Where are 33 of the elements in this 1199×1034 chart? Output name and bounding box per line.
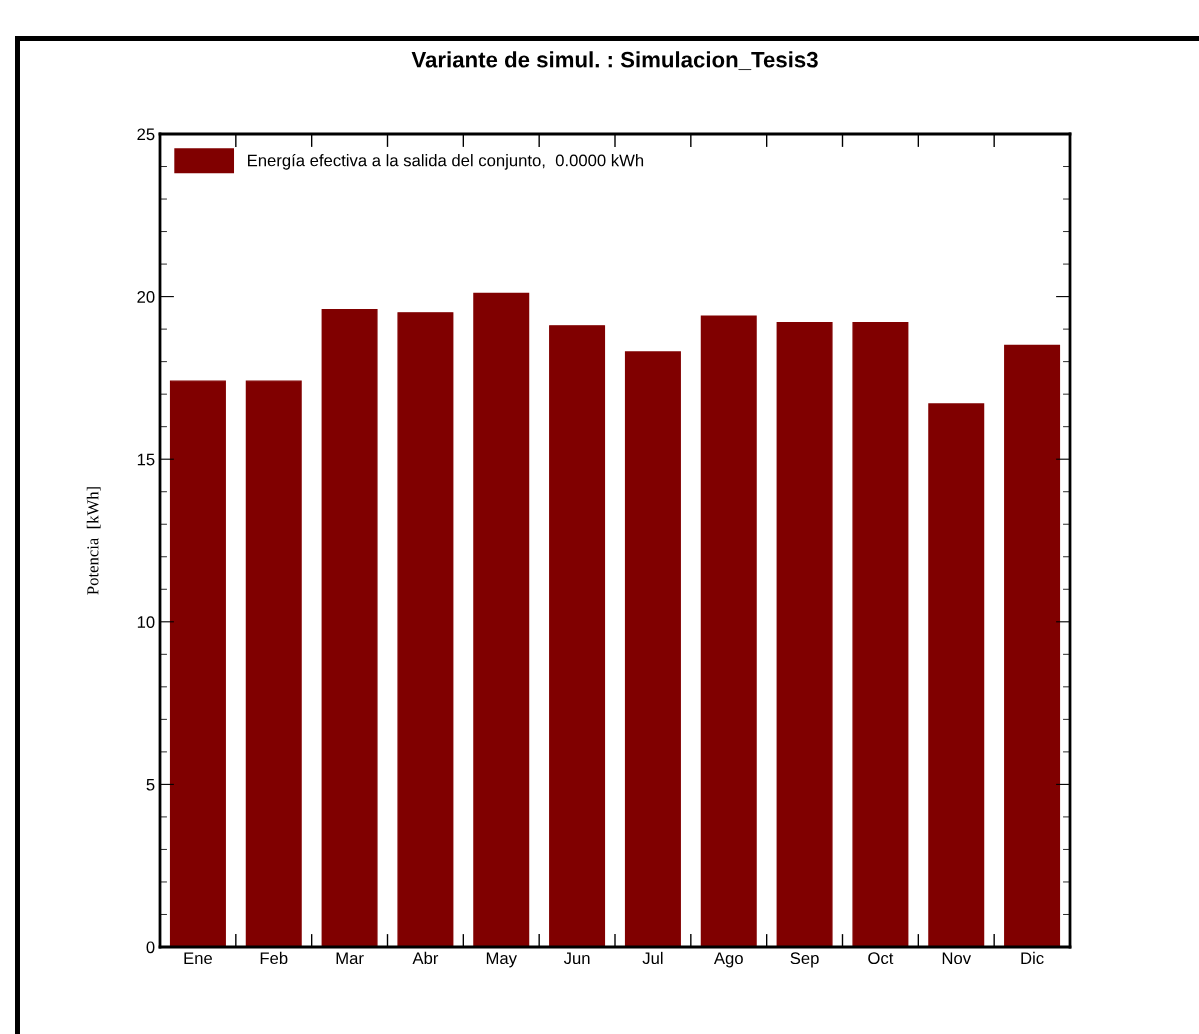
bar bbox=[473, 292, 530, 947]
legend-label: Energía efectiva a la salida del conjunto, 0.0000 kWh bbox=[248, 153, 644, 170]
bar bbox=[624, 351, 681, 947]
x-tick-label: Jul bbox=[642, 951, 663, 965]
x-tick-label: Feb bbox=[260, 951, 288, 965]
y-axis-title: Potencia [kWh] bbox=[86, 487, 101, 595]
y-tick-label: 15 bbox=[137, 453, 155, 466]
y-tick-label: 25 bbox=[137, 128, 155, 141]
x-tick-label: Nov bbox=[942, 952, 972, 965]
x-tick-label: May bbox=[486, 952, 517, 968]
bar bbox=[928, 403, 985, 947]
x-tick-label: Dic bbox=[1021, 951, 1044, 965]
x-tick-label: Ago bbox=[713, 952, 743, 968]
bar bbox=[245, 380, 302, 947]
chart-title: Variante de simul. : Simulacion_Tesis3 bbox=[411, 51, 818, 71]
x-tick-label: Ene bbox=[184, 952, 212, 965]
y-tick-label: 5 bbox=[146, 778, 155, 791]
bar bbox=[776, 321, 833, 947]
x-tick-label: Mar bbox=[336, 952, 364, 965]
y-tick-label: 0 bbox=[146, 941, 155, 954]
bar bbox=[549, 325, 606, 947]
x-tick-label: Abr bbox=[412, 951, 439, 965]
x-tick-label: Oct bbox=[868, 952, 894, 965]
bar bbox=[169, 380, 226, 947]
x-tick-label: Jun bbox=[563, 952, 590, 965]
bar bbox=[700, 315, 757, 947]
bar bbox=[1004, 344, 1061, 947]
x-tick-label: Sep bbox=[790, 952, 819, 968]
y-tick-label: 20 bbox=[137, 291, 155, 303]
bar bbox=[852, 321, 909, 947]
bar bbox=[321, 308, 378, 947]
y-tick-label: 10 bbox=[137, 616, 155, 628]
bar bbox=[397, 312, 454, 947]
